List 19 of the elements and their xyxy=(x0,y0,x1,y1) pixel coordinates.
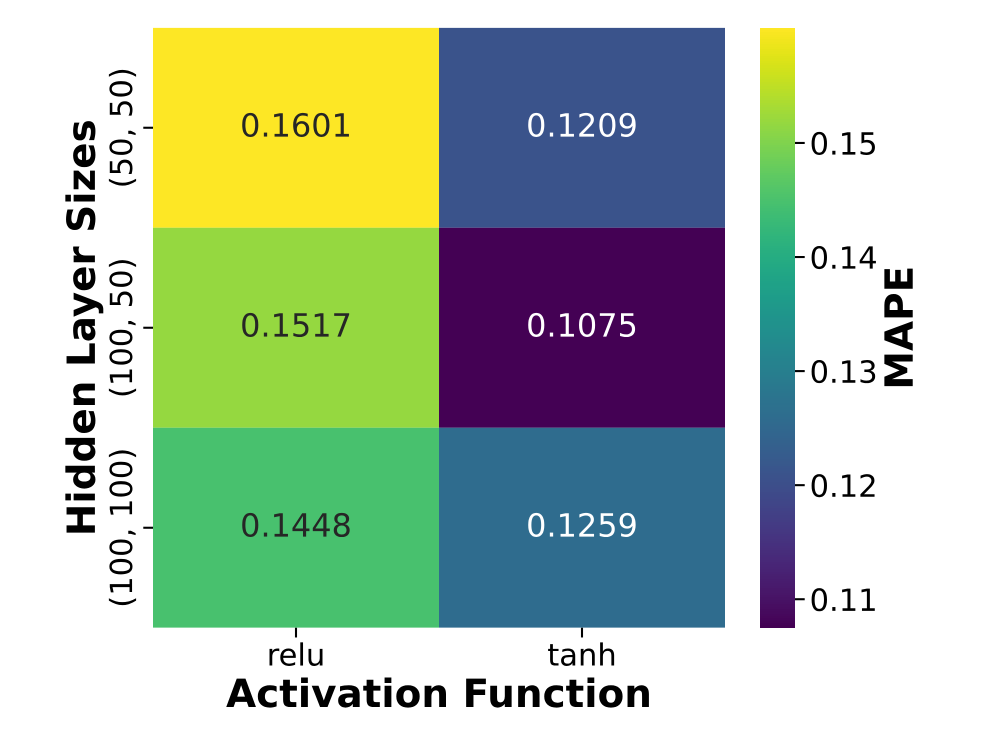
data-label: 0.1601 xyxy=(242,112,349,138)
data-label: 0.1259 xyxy=(528,512,636,538)
color-bar-label: 0.14 xyxy=(812,246,876,270)
color-bar-label: 0.11 xyxy=(812,588,875,612)
x-axis-title: Activation Function xyxy=(226,677,649,708)
y-axis-title: Hidden Layer Sizes xyxy=(65,121,104,533)
y-tick-label: (100, 50) xyxy=(108,260,136,396)
data-label: 0.1209 xyxy=(528,112,636,138)
x-tick-label: relu xyxy=(270,642,322,666)
data-label: 0.1448 xyxy=(242,512,350,538)
y-tick-label: (100, 100) xyxy=(108,450,136,606)
data-label: 0.1517 xyxy=(242,312,350,338)
color-bar-label: 0.12 xyxy=(812,474,875,498)
data-label: 0.1075 xyxy=(528,312,636,338)
color-bar-label: 0.13 xyxy=(812,360,876,384)
color-bar-title: MAPE xyxy=(884,268,913,386)
color-bar-label: 0.15 xyxy=(812,132,875,155)
x-tick-label: tanh xyxy=(548,642,614,666)
y-tick-label: (50, 50) xyxy=(108,70,136,186)
